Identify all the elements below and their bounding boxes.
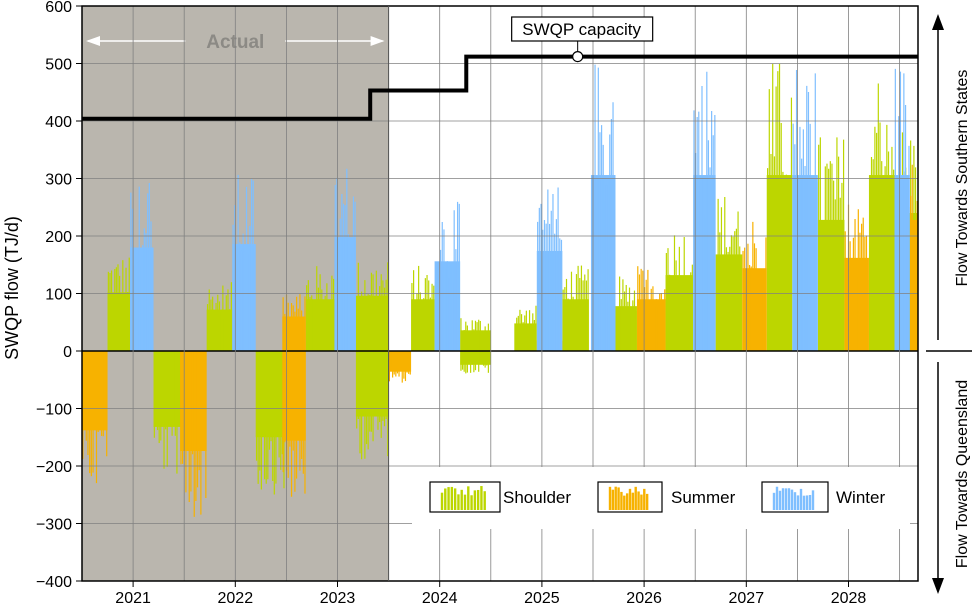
y-tick-label: −200 bbox=[36, 459, 72, 476]
x-tick-label: 2025 bbox=[524, 590, 560, 607]
bar-summer-5 bbox=[636, 266, 666, 351]
legend-item-summer: Summer bbox=[597, 481, 736, 513]
x-tick-label: 2028 bbox=[831, 590, 867, 607]
legend-item-winter: Winter bbox=[761, 481, 885, 513]
legend-item-shoulder: Shoulder bbox=[429, 481, 571, 513]
bar-shoulder-14 bbox=[817, 137, 845, 351]
capacity-label-box bbox=[511, 16, 654, 42]
y-tick-label: 200 bbox=[45, 229, 72, 246]
bar-winter-7 bbox=[792, 70, 818, 351]
capacity-line bbox=[82, 54, 918, 121]
bar-summer-3 bbox=[388, 351, 412, 383]
actual-arrowhead-left bbox=[86, 36, 100, 46]
y-tick-label: −100 bbox=[36, 402, 72, 419]
bar-winter-0 bbox=[130, 182, 154, 351]
bar-summer-7 bbox=[844, 204, 869, 351]
bar-shoulder-4 bbox=[305, 266, 335, 351]
bar-shoulder-2 bbox=[206, 282, 233, 351]
bar-winter-4 bbox=[536, 187, 563, 351]
bar-shoulder-core bbox=[514, 323, 537, 351]
y-tick-label: 400 bbox=[45, 114, 72, 131]
bar-winter-1 bbox=[232, 174, 256, 351]
bar-winter-5 bbox=[590, 64, 616, 351]
bar-winter-3 bbox=[434, 201, 461, 351]
bar-shoulder-core bbox=[107, 292, 131, 351]
bar-winter-8 bbox=[894, 68, 910, 351]
right-label-southern: Flow Towards Southern States bbox=[954, 70, 971, 287]
bar-winter-core bbox=[232, 244, 256, 351]
legend-label: Shoulder bbox=[503, 488, 571, 507]
legend-label: Winter bbox=[836, 488, 885, 507]
bar-summer-0 bbox=[82, 351, 108, 484]
bar-winter-2 bbox=[334, 168, 356, 351]
y-axis-label: SWQP flow (TJ/d) bbox=[2, 216, 22, 360]
bar-shoulder-core bbox=[411, 299, 435, 351]
bar-winter-core bbox=[693, 175, 716, 351]
bar-shoulder-10 bbox=[615, 276, 637, 351]
y-tick-label: 600 bbox=[45, 0, 72, 16]
bar-summer-6 bbox=[742, 221, 767, 351]
x-tick-label: 2024 bbox=[422, 590, 458, 607]
y-tick-label: 100 bbox=[45, 287, 72, 304]
bar-shoulder-6 bbox=[411, 265, 435, 351]
southern-arrowhead bbox=[932, 14, 944, 30]
actual-arrowhead-right bbox=[370, 36, 385, 46]
bar-shoulder-11 bbox=[665, 235, 694, 351]
bar-winter-core bbox=[130, 247, 154, 351]
bar-shoulder-9 bbox=[562, 265, 589, 351]
y-tick-label: 0 bbox=[63, 344, 72, 361]
bar-summer-core bbox=[282, 316, 306, 441]
x-tick-label: 2023 bbox=[320, 590, 356, 607]
bar-shoulder-0 bbox=[107, 257, 131, 351]
bar-shoulder-1 bbox=[153, 351, 185, 474]
capacity-marker bbox=[572, 50, 584, 63]
x-tick-label: 2021 bbox=[115, 590, 151, 607]
bar-winter-6 bbox=[693, 71, 716, 351]
bar-shoulder-12 bbox=[715, 196, 743, 351]
legend-label: Summer bbox=[671, 488, 736, 507]
bar-shoulder-8 bbox=[514, 305, 537, 351]
x-tick-label: 2022 bbox=[218, 590, 254, 607]
bar-summer-8 bbox=[909, 164, 918, 351]
y-tick-label: −400 bbox=[36, 574, 72, 591]
y-tick-label: −300 bbox=[36, 517, 72, 534]
queensland-arrowhead bbox=[932, 578, 944, 594]
bar-shoulder-13 bbox=[766, 63, 793, 351]
x-tick-label: 2026 bbox=[626, 590, 662, 607]
bar-shoulder-7 bbox=[460, 318, 491, 374]
bar-shoulder-15 bbox=[868, 83, 895, 351]
y-tick-label: 500 bbox=[45, 57, 72, 74]
x-tick-label: 2027 bbox=[729, 590, 765, 607]
right-label-queensland: Flow Towards Queensland bbox=[954, 380, 971, 568]
bar-shoulder-core bbox=[355, 295, 389, 417]
bar-summer-2 bbox=[282, 294, 306, 497]
bar-summer-core bbox=[388, 351, 412, 372]
capacity-label: SWQP capacity bbox=[522, 20, 641, 39]
y-tick-label: 300 bbox=[45, 172, 72, 189]
